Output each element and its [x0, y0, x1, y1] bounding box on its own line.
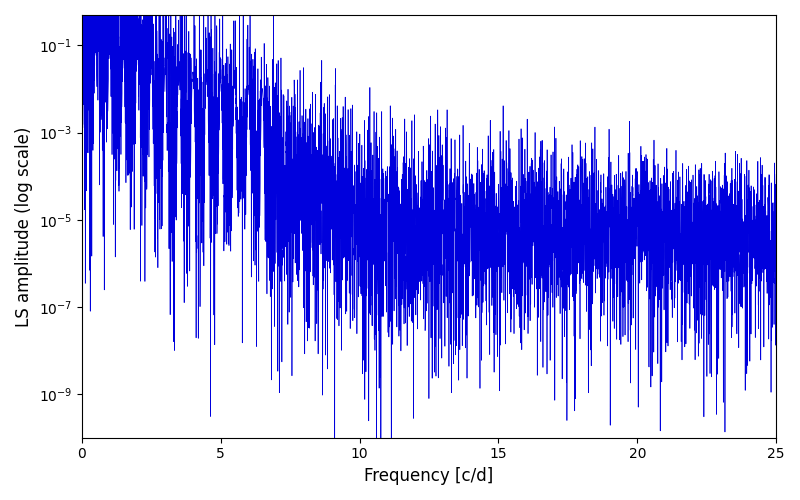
Y-axis label: LS amplitude (log scale): LS amplitude (log scale) [15, 126, 33, 326]
X-axis label: Frequency [c/d]: Frequency [c/d] [364, 467, 494, 485]
